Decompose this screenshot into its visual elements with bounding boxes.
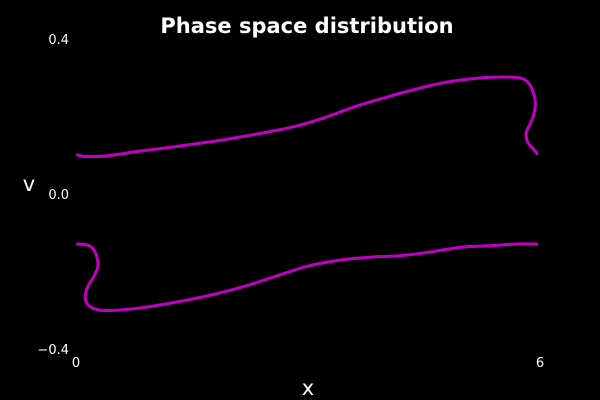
x-tick-label: 0 [72,356,80,371]
y-tick-label: −0.4 [37,343,69,358]
series-group [76,75,539,313]
x-axis-label: x [302,376,314,400]
upper-branch-line [76,75,539,159]
y-axis-label: v [23,172,35,196]
lower-branch-line [76,242,539,313]
y-tick-label: 0.4 [48,33,69,48]
x-tick-label: 6 [536,356,544,371]
chart-title: Phase space distribution [160,14,453,38]
y-tick-labels: 0.4 0.0 −0.4 [37,33,69,358]
y-tick-label: 0.0 [48,188,69,203]
